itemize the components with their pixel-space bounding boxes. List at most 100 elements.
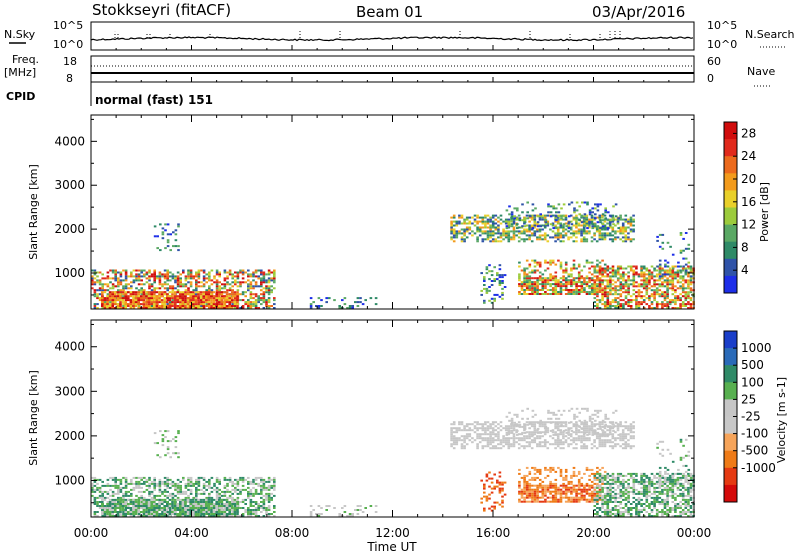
power-colorbar-tick-label: 4 [741, 263, 749, 277]
power-echo-cell [198, 285, 201, 287]
power-echo-cell [260, 299, 263, 301]
power-echo-cell [453, 215, 456, 217]
velocity-echo-cell [539, 435, 542, 437]
power-echo-cell [531, 225, 534, 227]
velocity-echo-cell [458, 427, 461, 429]
power-echo-cell [101, 293, 104, 295]
velocity-echo-cell [484, 445, 487, 447]
velocity-echo-cell [534, 431, 537, 433]
velocity-echo-cell [236, 509, 239, 511]
velocity-echo-cell [484, 427, 487, 429]
velocity-echo-cell [124, 501, 127, 503]
velocity-echo-cell [612, 441, 615, 443]
power-echo-cell [625, 221, 628, 223]
power-echo-cell [586, 285, 589, 287]
power-echo-cell [690, 289, 693, 291]
power-echo-cell [247, 303, 250, 305]
velocity-echo-cell [226, 513, 229, 515]
power-echo-cell [531, 289, 534, 291]
power-echo-cell [491, 280, 494, 282]
power-echo-cell [218, 297, 221, 299]
power-echo-cell [344, 303, 347, 305]
power-echo-cell [143, 305, 146, 307]
power-echo-cell [687, 283, 690, 285]
power-echo-cell [646, 283, 649, 285]
velocity-echo-cell [630, 423, 633, 425]
power-echo-cell [250, 273, 253, 275]
power-echo-cell [661, 293, 664, 295]
power-echo-cell [213, 297, 216, 299]
power-echo-cell [499, 280, 502, 282]
power-echo-cell [544, 285, 547, 287]
power-echo-cell [594, 268, 597, 270]
velocity-echo-cell [218, 489, 221, 491]
power-echo-cell [617, 303, 620, 305]
power-echo-cell [198, 270, 201, 272]
power-echo-cell [656, 266, 659, 268]
power-echo-cell [500, 223, 503, 225]
power-echo-cell [130, 285, 133, 287]
velocity-echo-cell [226, 503, 229, 505]
power-echo-cell [518, 232, 521, 234]
velocity-echo-cell [127, 511, 130, 513]
power-echo-cell [242, 291, 245, 293]
velocity-echo-cell [182, 491, 185, 493]
velocity-echo-cell [179, 503, 182, 505]
power-echo-cell [161, 301, 164, 303]
velocity-echo-cell [205, 489, 208, 491]
power-echo-cell [505, 221, 508, 223]
power-echo-cell [656, 289, 659, 291]
power-echo-cell [672, 289, 675, 291]
power-echo-cell [666, 297, 669, 299]
power-echo-cell [135, 270, 138, 272]
velocity-echo-cell [162, 444, 165, 446]
power-echo-cell [255, 283, 258, 285]
power-echo-cell [268, 299, 271, 301]
power-echo-cell [273, 299, 276, 301]
power-echo-cell [226, 299, 229, 301]
power-echo-cell [177, 223, 180, 225]
power-echo-cell [453, 234, 456, 236]
power-echo-cell [221, 287, 224, 289]
power-echo-cell [469, 229, 472, 231]
power-echo-cell [643, 275, 646, 277]
power-echo-cell [679, 285, 682, 287]
power-echo-cell [604, 234, 607, 236]
power-echo-cell [179, 303, 182, 305]
velocity-echo-cell [122, 497, 125, 499]
velocity-echo-cell [145, 509, 148, 511]
power-echo-cell [195, 272, 198, 274]
velocity-echo-cell [247, 497, 250, 499]
power-echo-cell [483, 278, 486, 280]
velocity-echo-cell [236, 503, 239, 505]
velocity-echo-cell [150, 511, 153, 513]
velocity-echo-cell [237, 481, 240, 483]
power-echo-cell [273, 279, 276, 281]
power-colorbar-tick-label: 24 [741, 149, 756, 163]
power-echo-cell [252, 275, 255, 277]
velocity-echo-cell [197, 511, 200, 513]
power-echo-cell [622, 223, 625, 225]
power-echo-cell [257, 299, 260, 301]
power-echo-cell [176, 295, 179, 297]
power-echo-cell [575, 268, 578, 270]
velocity-echo-cell [528, 427, 531, 429]
power-echo-cell [488, 300, 491, 302]
velocity-echo-cell [153, 497, 156, 499]
power-echo-cell [560, 285, 563, 287]
power-echo-cell [257, 285, 260, 287]
power-echo-cell [630, 299, 633, 301]
velocity-echo-cell [223, 505, 226, 507]
velocity-echo-cell [456, 427, 459, 429]
power-echo-cell [179, 305, 182, 307]
velocity-echo-cell [132, 507, 135, 509]
power-echo-cell [96, 279, 99, 281]
power-echo-cell [518, 277, 521, 279]
velocity-echo-cell [195, 487, 198, 489]
velocity-echo-cell [625, 445, 628, 447]
power-echo-cell [632, 225, 635, 227]
velocity-echo-cell [221, 513, 224, 515]
velocity-echo-cell [325, 505, 328, 507]
power-echo-cell [625, 289, 628, 291]
power-echo-cell [202, 305, 205, 307]
